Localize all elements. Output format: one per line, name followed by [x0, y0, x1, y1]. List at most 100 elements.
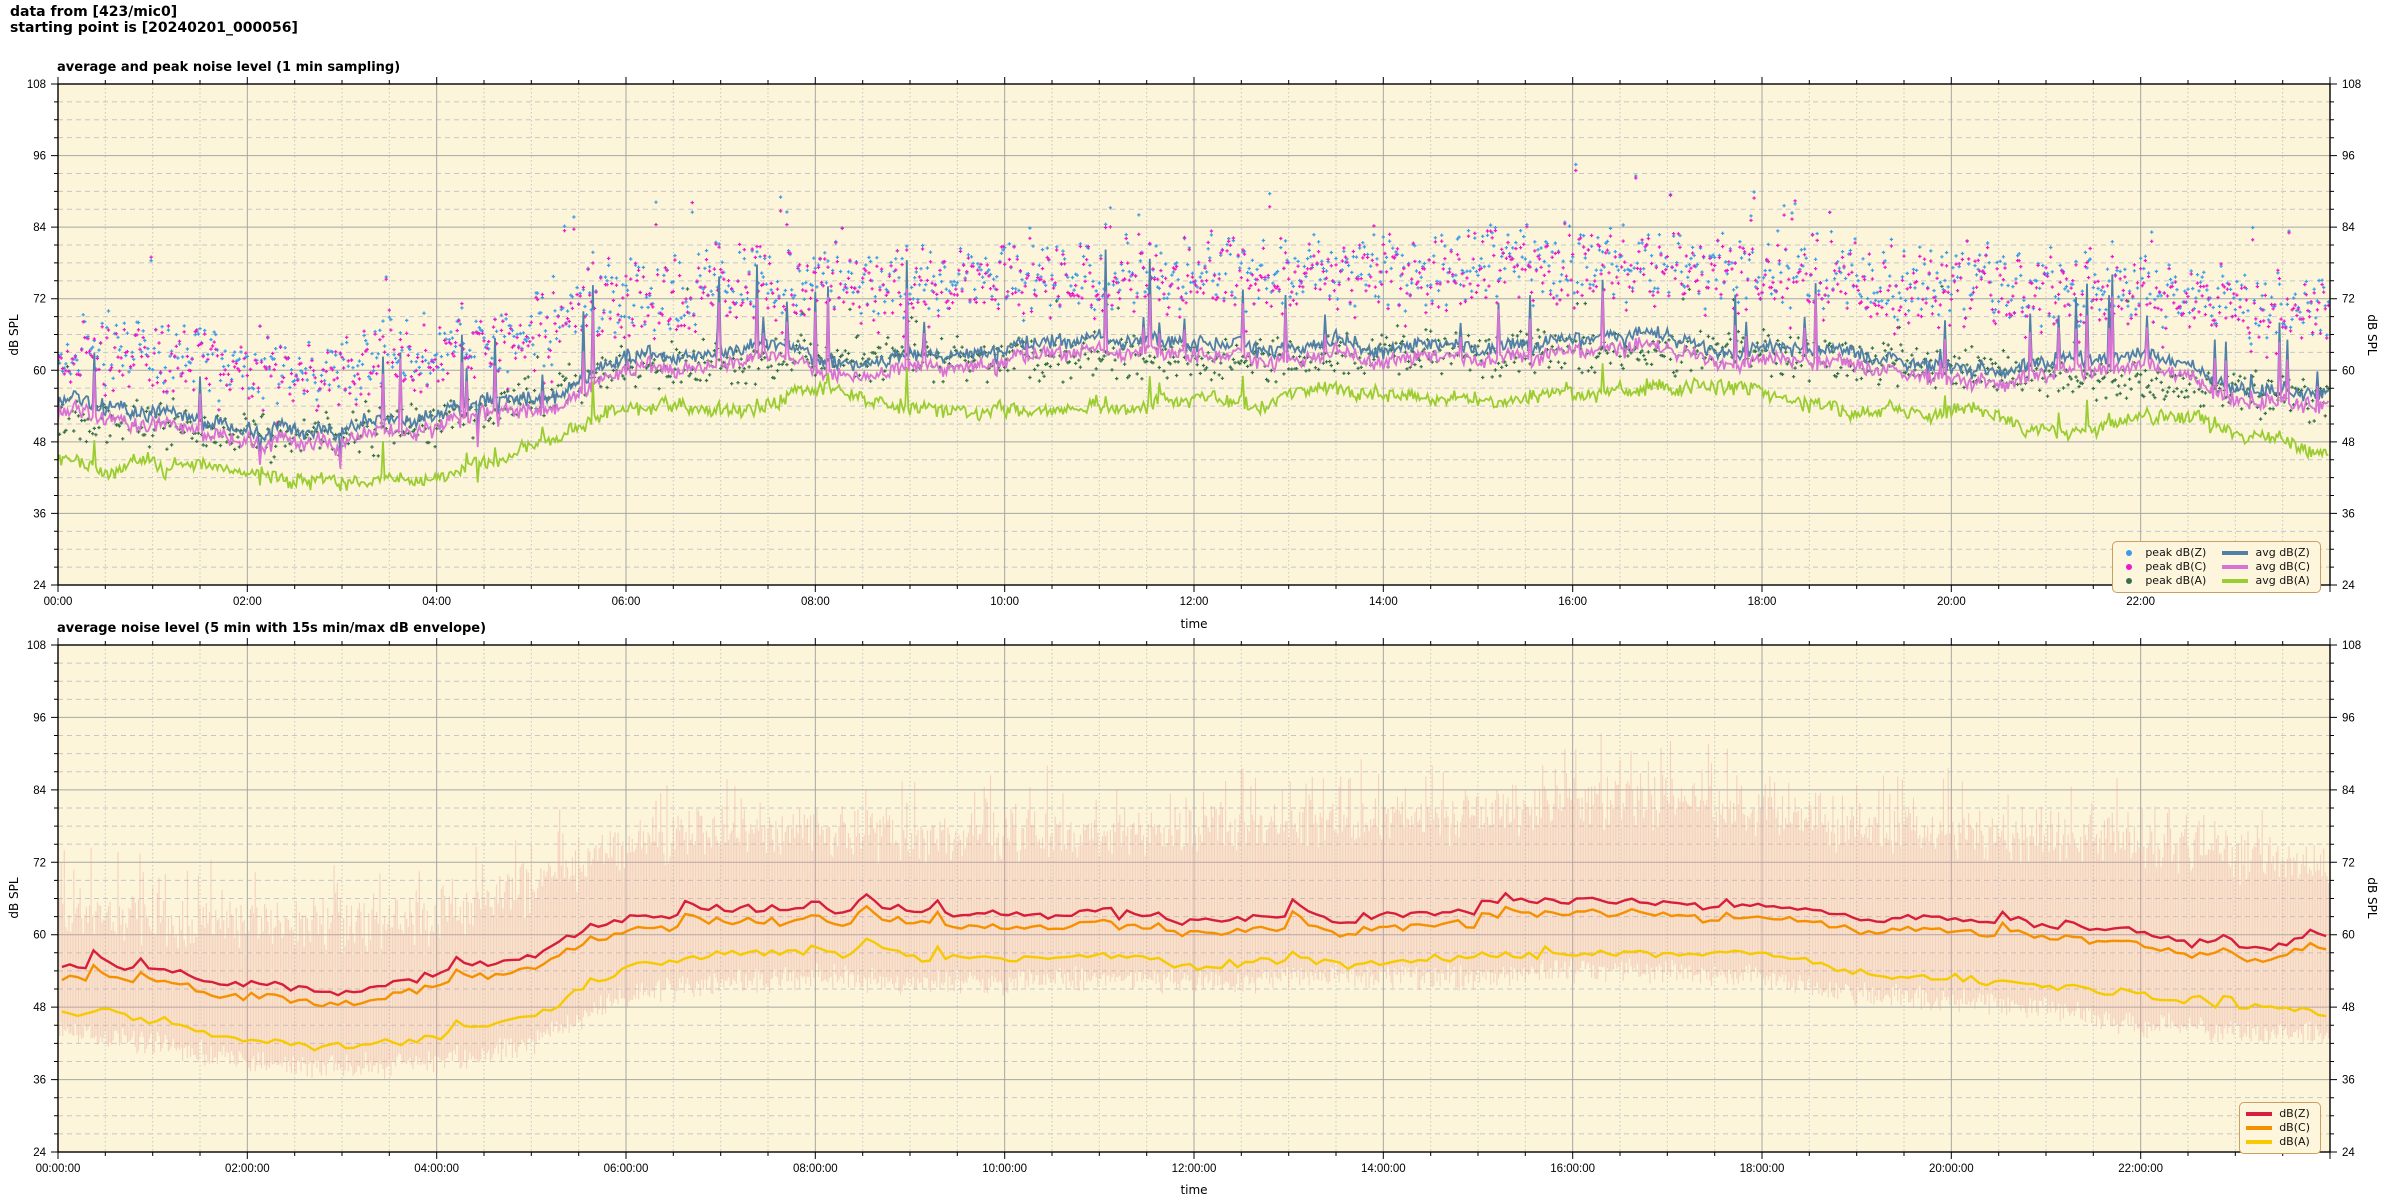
x-tick-label: 00:00 [44, 596, 73, 608]
x-tick-label: 18:00:00 [1740, 1163, 1785, 1175]
x-tick-label: 16:00 [1558, 596, 1587, 608]
chart1-series [58, 162, 2330, 492]
y-tick-label: 108 [27, 79, 46, 91]
y-tick-label: 72 [2342, 857, 2355, 869]
y-tick-label: 84 [33, 222, 46, 234]
y-tick-label: 24 [2342, 1147, 2355, 1159]
legend-item-peak-dbz: peak dB(Z) [2119, 546, 2206, 560]
y-tick-label: 72 [33, 857, 46, 869]
line-dbc [61, 904, 2327, 1008]
x-tick-label: 16:00:00 [1550, 1163, 1595, 1175]
dba-line-icon [2246, 1140, 2273, 1144]
y-tick-label: 72 [2342, 294, 2355, 306]
legend-item-avg-dbz: avg dB(Z) [2222, 546, 2310, 560]
chart2-ylabel-left: dB SPL [7, 877, 21, 919]
legend-label: dB(A) [2279, 1135, 2310, 1148]
x-tick-label: 22:00:00 [2118, 1163, 2163, 1175]
chart1-legend: peak dB(Z) avg dB(Z) peak dB(C) avg dB(C… [2112, 541, 2321, 593]
header-line-2: starting point is [20240201_000056] [10, 20, 298, 36]
peak-dba-marker-icon [2126, 578, 2133, 584]
x-tick-label: 12:00 [1180, 596, 1209, 608]
legend-label: dB(Z) [2279, 1107, 2310, 1120]
chart1-ylabel-right: dB SPL [2365, 314, 2379, 356]
avg-dbc-line-icon [2222, 565, 2249, 569]
line-dba [61, 937, 2327, 1052]
x-tick-label: 10:00 [990, 596, 1019, 608]
x-tick-label: 20:00 [1937, 596, 1966, 608]
x-tick-label: 10:00:00 [982, 1163, 1027, 1175]
y-tick-label: 48 [33, 1002, 46, 1014]
chart2-series [58, 733, 2329, 1079]
line-avg-dbc [58, 288, 2330, 469]
y-tick-label: 60 [33, 930, 46, 942]
x-tick-label: 06:00 [612, 596, 641, 608]
dbc-line-icon [2246, 1126, 2273, 1130]
y-tick-label: 60 [2342, 930, 2355, 942]
legend-item-peak-dbc: peak dB(C) [2119, 560, 2206, 574]
x-tick-label: 04:00 [422, 596, 451, 608]
y-tick-label: 36 [2342, 1075, 2355, 1087]
y-tick-label: 72 [33, 294, 46, 306]
chart2-legend: dB(Z) dB(C) dB(A) [2239, 1102, 2321, 1154]
legend-label: avg dB(C) [2255, 560, 2310, 573]
y-tick-label: 36 [2342, 508, 2355, 520]
chart1-grid [58, 84, 2330, 585]
y-tick-label: 108 [2342, 640, 2361, 652]
x-tick-label: 02:00 [233, 596, 262, 608]
avg-dbz-line-icon [2222, 551, 2249, 555]
legend-item-dba: dB(A) [2246, 1135, 2310, 1149]
peak-dbc-marker-icon [2126, 564, 2133, 570]
x-tick-label: 22:00 [2126, 596, 2155, 608]
legend-label: avg dB(Z) [2255, 546, 2310, 559]
y-tick-label: 96 [33, 151, 46, 163]
legend-label: peak dB(Z) [2145, 546, 2207, 559]
scatter-peak-dbc [58, 168, 2330, 425]
x-tick-label: 02:00:00 [225, 1163, 270, 1175]
x-tick-label: 06:00:00 [604, 1163, 649, 1175]
y-tick-label: 60 [2342, 365, 2355, 377]
y-tick-label: 48 [2342, 437, 2355, 449]
header-line-1: data from [423/mic0] [10, 4, 178, 20]
chart2-title: average noise level (5 min with 15s min/… [57, 621, 487, 636]
x-tick-label: 04:00:00 [414, 1163, 459, 1175]
legend-item-avg-dbc: avg dB(C) [2222, 560, 2310, 574]
legend-item-avg-dba: avg dB(A) [2222, 574, 2310, 588]
chart1-ylabel-left: dB SPL [7, 314, 21, 356]
x-tick-label: 18:00 [1748, 596, 1777, 608]
x-tick-label: 14:00 [1369, 596, 1398, 608]
legend-label: peak dB(C) [2145, 560, 2207, 573]
y-tick-label: 108 [2342, 79, 2361, 91]
legend-item-peak-dba: peak dB(A) [2119, 574, 2206, 588]
y-tick-label: 48 [33, 437, 46, 449]
y-tick-label: 84 [2342, 785, 2355, 797]
peak-dbz-marker-icon [2126, 550, 2133, 556]
avg-dba-line-icon [2222, 579, 2249, 583]
x-tick-label: 14:00:00 [1361, 1163, 1406, 1175]
chart2-xlabel: time [1180, 1183, 1208, 1197]
y-tick-label: 96 [2342, 151, 2355, 163]
line-dbz [61, 891, 2327, 997]
line-avg-dbz [58, 249, 2329, 458]
y-tick-label: 36 [33, 508, 46, 520]
y-tick-label: 108 [27, 640, 46, 652]
y-tick-label: 84 [2342, 222, 2355, 234]
y-tick-label: 96 [33, 712, 46, 724]
chart2-axes: 24 24 36 36 48 48 60 60 72 72 84 84 96 96 108 108 00:00:… [27, 638, 2361, 1175]
x-tick-label: 08:00 [801, 596, 830, 608]
y-tick-label: 24 [2342, 580, 2355, 592]
x-tick-label: 20:00:00 [1929, 1163, 1974, 1175]
legend-label: avg dB(A) [2255, 574, 2310, 587]
y-tick-label: 24 [33, 580, 46, 592]
x-tick-label: 00:00:00 [36, 1163, 81, 1175]
legend-item-dbz: dB(Z) [2246, 1107, 2310, 1121]
x-tick-label: 12:00:00 [1172, 1163, 1217, 1175]
legend-label: peak dB(A) [2145, 574, 2207, 587]
legend-label: dB(C) [2279, 1121, 2310, 1134]
chart2-grid [58, 645, 2330, 1152]
legend-item-dbc: dB(C) [2246, 1121, 2310, 1135]
chart1-xlabel: time [1180, 617, 1208, 631]
y-tick-label: 24 [33, 1147, 46, 1159]
chart1-axes: 24 24 36 36 48 48 60 60 72 72 84 84 96 96 108 108 00:00 0… [27, 77, 2361, 608]
